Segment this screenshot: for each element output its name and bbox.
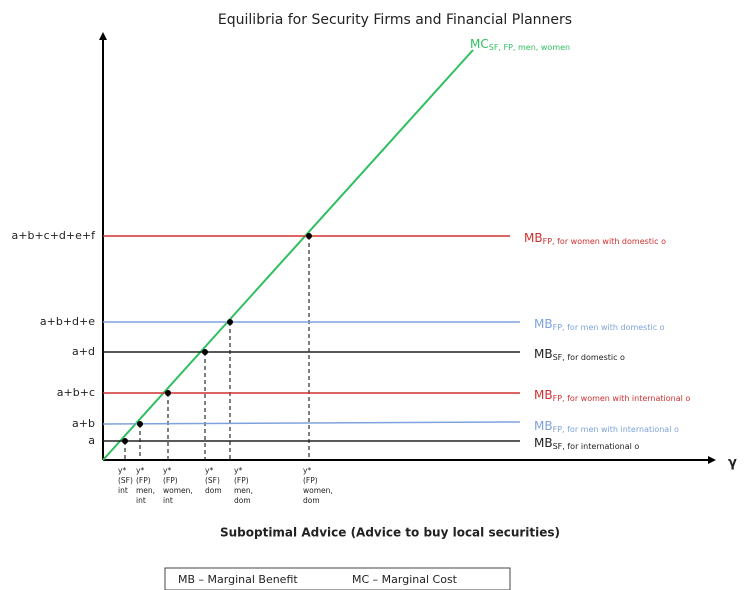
equilibrium-label: y*	[303, 466, 311, 475]
curve-label: MCSF, FP, men, women	[470, 37, 570, 52]
equilibrium-point	[227, 319, 233, 325]
equilibrium-label: y*	[118, 466, 126, 475]
equilibrium-label: int	[136, 496, 146, 505]
equilibrium-label: (FP)	[163, 476, 178, 485]
curve-label: MBSF, for domestic o	[534, 347, 625, 362]
equilibrium-point	[137, 421, 143, 427]
equilibrium-point	[202, 349, 208, 355]
curve-label: MBFP, for women with international o	[534, 388, 690, 403]
equilibrium-label: dom	[303, 496, 320, 505]
equilibrium-label: (FP)	[136, 476, 151, 485]
title: Equilibria for Security Firms and Financ…	[218, 12, 572, 28]
curve-label-sub: SF, for international o	[553, 442, 640, 451]
curve-label-main: MC	[470, 37, 489, 51]
equilibrium-point	[306, 233, 312, 239]
curve-label-main: MB	[534, 388, 553, 402]
x-axis-title: Suboptimal Advice (Advice to buy local s…	[220, 526, 560, 540]
equilibrium-point	[165, 390, 171, 396]
mc-line	[102, 49, 474, 461]
curve-label-sub: FP, for women with international o	[553, 394, 691, 403]
curve-label-sub: FP, for men with international o	[553, 425, 679, 434]
equilibrium-label: men,	[136, 486, 155, 495]
equilibrium-label: women,	[303, 486, 333, 495]
curve-label: MBFP, for men with international o	[534, 419, 679, 434]
legend-box	[164, 567, 511, 590]
legend-item: MC – Marginal Cost	[352, 573, 458, 586]
equilibrium-point	[122, 438, 128, 444]
curve-label: MBFP, for men with domestic o	[534, 317, 665, 332]
legend-item: MB – Marginal Benefit	[178, 573, 298, 586]
equilibrium-label: (FP)	[234, 476, 249, 485]
equilibrium-label: (FP)	[303, 476, 318, 485]
curve-label-sub: FP, for women with domestic o	[543, 237, 666, 246]
equilibrium-label: y*	[163, 466, 171, 475]
level-label: a+d	[72, 345, 95, 358]
equilibrium-label: women,	[163, 486, 193, 495]
x-axis-label: γ	[728, 456, 737, 471]
equilibrium-label: (SF)	[118, 476, 133, 485]
mb-line	[102, 421, 521, 425]
curve-label-main: MB	[534, 419, 553, 433]
curve-label: MBFP, for women with domestic o	[524, 231, 666, 246]
curve-label-main: MB	[534, 317, 553, 331]
equilibrium-label: dom	[205, 486, 222, 495]
curve-label-main: MB	[534, 347, 553, 361]
curve-label-main: MB	[534, 436, 553, 450]
curve-label-sub: SF, for domestic o	[553, 353, 625, 362]
curve-label-sub: SF, FP, men, women	[489, 43, 570, 52]
level-label: a+b+d+e	[40, 315, 95, 328]
equilibrium-label: y*	[205, 466, 213, 475]
equilibrium-label: y*	[234, 466, 242, 475]
level-label: a+b+c+d+e+f	[12, 229, 97, 242]
equilibrium-label: y*	[136, 466, 144, 475]
equilibrium-label: int	[118, 486, 128, 495]
curve-label-main: MB	[524, 231, 543, 245]
curve-label-sub: FP, for men with domestic o	[553, 323, 665, 332]
level-label: a	[88, 434, 95, 447]
equilibrium-label: (SF)	[205, 476, 220, 485]
equilibrium-label: dom	[234, 496, 251, 505]
curve-label: MBSF, for international o	[534, 436, 639, 451]
level-label: a+b+c	[57, 386, 95, 399]
level-label: a+b	[72, 417, 95, 430]
equilibrium-label: int	[163, 496, 173, 505]
equilibrium-label: men,	[234, 486, 253, 495]
